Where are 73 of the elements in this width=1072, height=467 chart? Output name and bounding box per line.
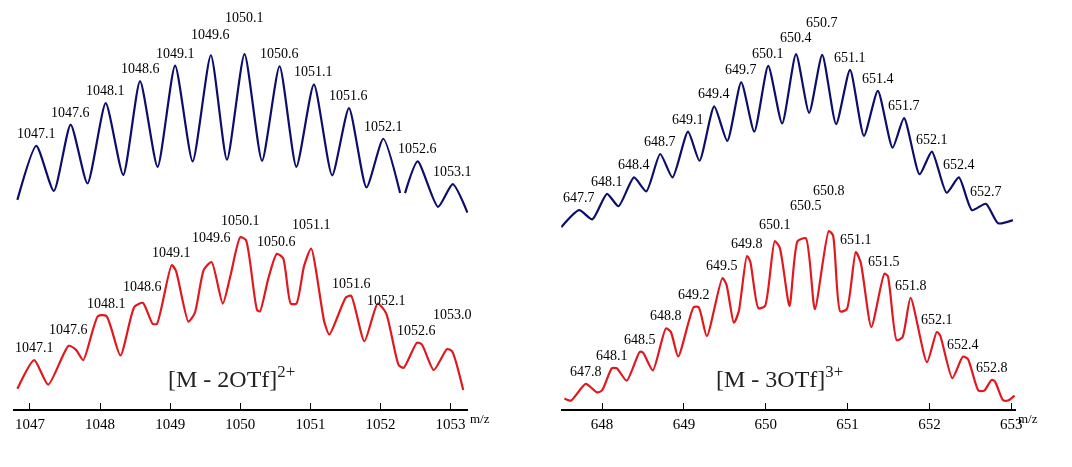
annotation: 1052.1: [367, 293, 406, 308]
annotation: 1047.6: [49, 322, 88, 337]
annotation: [M - 3OTf]$^{3+}$: [716, 362, 844, 393]
annotation: 648.1: [596, 348, 628, 363]
x-tick-label: 1047: [14, 416, 46, 433]
annotation: 1050.6: [260, 46, 299, 61]
x-tick-label: 650: [754, 416, 778, 433]
annotation: 647.7: [563, 190, 595, 205]
annotation: 1047.6: [51, 105, 90, 120]
annotation: 1049.1: [156, 46, 195, 61]
annotation: 1050.1: [221, 213, 260, 228]
annotation: 1052.6: [398, 141, 437, 156]
annotation: 651.7: [888, 98, 920, 113]
annotation: 648.7: [644, 134, 676, 149]
annotation: 1048.6: [121, 61, 160, 76]
annotation: 652.4: [947, 337, 979, 352]
annotation: 648.8: [650, 308, 682, 323]
annotation: 1052.1: [364, 119, 403, 134]
annotation: [M - 2OTf]$^{2+}$: [168, 362, 296, 393]
annotation: 652.1: [916, 132, 948, 147]
x-tick-label: 648: [590, 416, 614, 433]
annotation: 650.4: [780, 30, 812, 45]
annotation: 1048.1: [87, 296, 126, 311]
annotation: 1050.6: [257, 234, 296, 249]
annotation: 1047.1: [17, 126, 56, 141]
annotation: 651.8: [895, 278, 927, 293]
annotation: 652.4: [943, 157, 975, 172]
x-tick-label: 1053: [435, 416, 466, 433]
x-tick-label: 1051: [295, 416, 326, 433]
annotation: 1048.1: [86, 83, 125, 98]
annotation: 652.1: [921, 312, 953, 327]
annotation: 649.7: [725, 62, 757, 77]
x-axis-title: m/z: [470, 411, 490, 426]
annotation: 650.5: [790, 198, 822, 213]
annotation: 1051.6: [332, 276, 371, 291]
annotation: 1051.6: [329, 88, 368, 103]
annotation: 650.8: [813, 183, 845, 198]
annotation: 1053.1: [433, 164, 472, 179]
annotation: 1051.1: [292, 217, 331, 232]
annotation: 650.7: [806, 15, 838, 30]
annotation: 1049.6: [192, 230, 231, 245]
annotation: 648.5: [624, 332, 656, 347]
x-tick-label: 1050: [225, 416, 256, 433]
x-tick-label: 649: [672, 416, 696, 433]
annotation: 649.4: [698, 86, 730, 101]
annotation: 649.2: [678, 287, 710, 302]
x-tick-label: 1049: [155, 416, 186, 433]
annotation: 648.4: [618, 157, 650, 172]
annotation: 652.7: [970, 184, 1002, 199]
x-tick-label: 1052: [365, 416, 396, 433]
annotation: 649.1: [672, 112, 704, 127]
annotation: 1051.1: [294, 64, 333, 79]
annotation: 651.1: [840, 232, 872, 247]
annotation: 648.1: [591, 174, 623, 189]
annotation: 1048.6: [123, 279, 162, 294]
annotation: 1053.0: [433, 307, 472, 322]
x-tick-label: 651: [836, 416, 859, 433]
annotation: 651.1: [834, 50, 866, 65]
annotation: 647.8: [570, 364, 602, 379]
annotation: 652.8: [976, 360, 1008, 375]
annotation: 649.5: [706, 258, 738, 273]
annotation: 1050.1: [225, 10, 264, 25]
annotation: 649.8: [731, 236, 763, 251]
annotation: 1049.6: [191, 27, 230, 42]
annotation: 651.5: [868, 254, 900, 269]
x-tick-label: 1048: [85, 416, 116, 433]
annotation: 1052.6: [397, 323, 436, 338]
annotation: 650.1: [759, 217, 791, 232]
annotation: 1047.1: [15, 340, 54, 355]
annotation: 1049.1: [152, 245, 191, 260]
x-tick-label: 652: [918, 416, 941, 433]
annotation: 651.4: [862, 71, 894, 86]
annotation: 650.1: [752, 46, 784, 61]
